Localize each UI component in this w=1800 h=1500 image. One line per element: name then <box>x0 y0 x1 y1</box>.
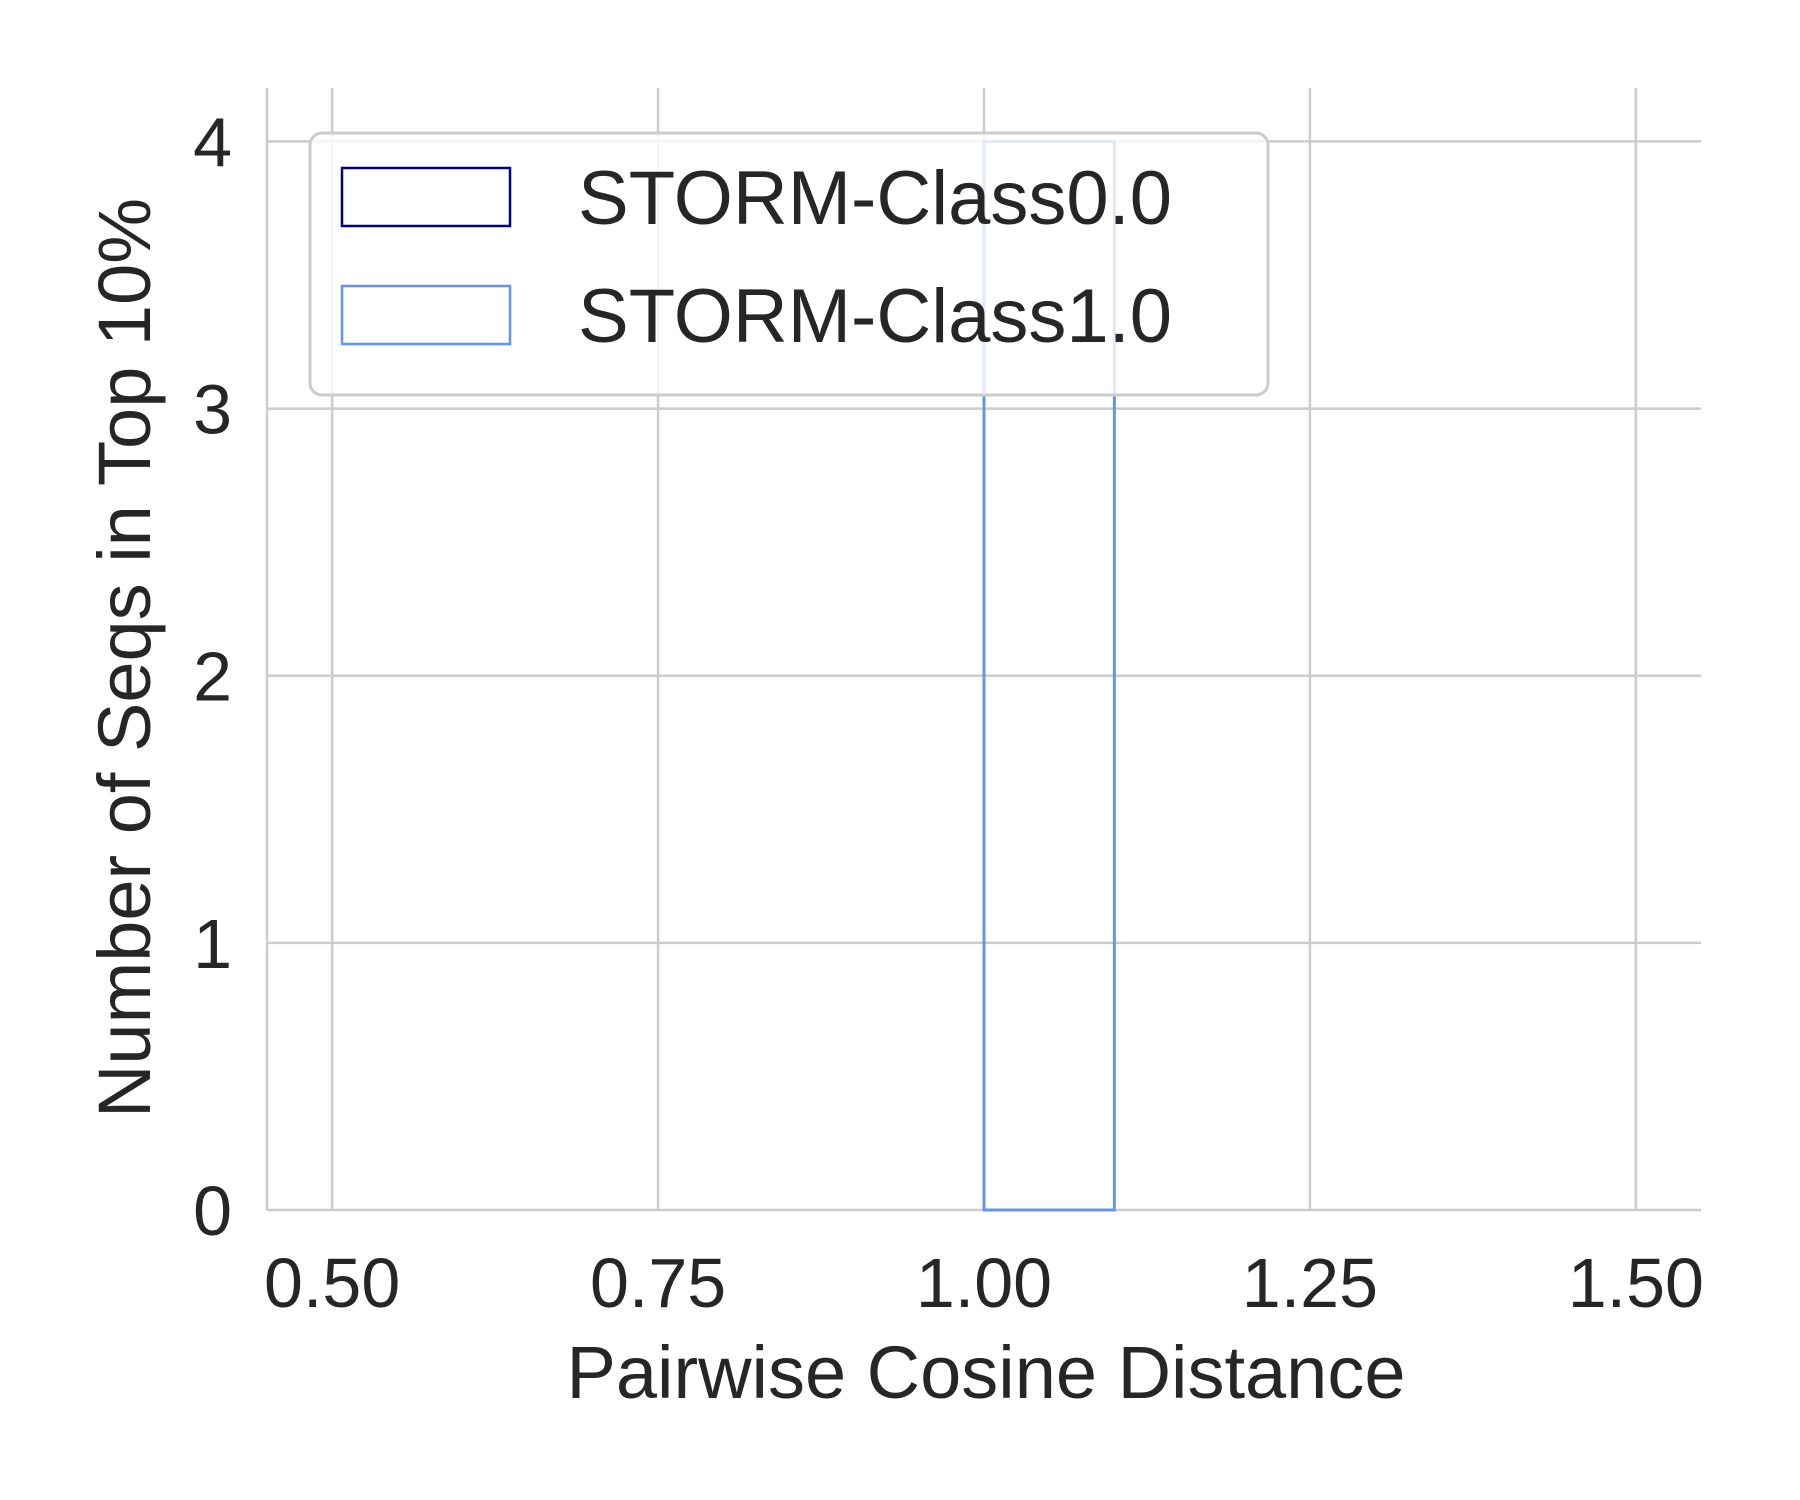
legend: STORM-Class0.0 STORM-Class1.0 <box>308 131 1270 397</box>
y-tick-label: 3 <box>193 371 232 449</box>
legend-label-class1: STORM-Class1.0 <box>578 274 1172 359</box>
legend-swatch-class0 <box>340 166 512 228</box>
legend-frame <box>308 131 1270 397</box>
legend-label-class0: STORM-Class0.0 <box>578 156 1172 241</box>
legend-swatch-class1 <box>340 284 512 346</box>
x-tick-label: 0.50 <box>264 1244 400 1322</box>
y-axis-ticks: 0 1 2 3 4 <box>193 103 232 1250</box>
x-tick-label: 1.00 <box>916 1244 1052 1322</box>
y-tick-label: 4 <box>193 103 232 181</box>
y-tick-label: 0 <box>193 1172 232 1250</box>
y-tick-label: 2 <box>193 638 232 716</box>
y-axis-label: Number of Seqs in Top 10% <box>83 198 166 1118</box>
x-tick-label: 0.75 <box>590 1244 726 1322</box>
x-axis-label: Pairwise Cosine Distance <box>566 1331 1405 1414</box>
x-tick-label: 1.25 <box>1242 1244 1378 1322</box>
y-tick-label: 1 <box>193 905 232 983</box>
x-axis-ticks: 0.50 0.75 1.00 1.25 1.50 <box>264 1244 1704 1322</box>
x-tick-label: 1.50 <box>1568 1244 1704 1322</box>
